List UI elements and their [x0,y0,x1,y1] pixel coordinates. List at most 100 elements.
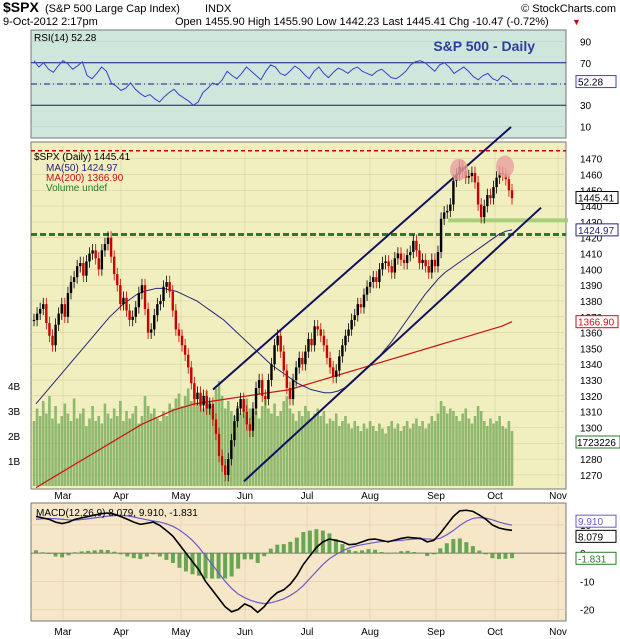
macd-histogram-bar [125,553,130,557]
price-bar-body [285,370,289,388]
macd-histogram-bar [164,553,169,560]
price-bar-body [85,261,88,276]
price-bar-body [236,408,239,422]
volume-bar [223,408,227,486]
price-bar-body [375,277,378,282]
volume-value-tag-text: 1723226 [577,438,616,449]
price-value-tag [575,223,619,237]
volume-bar [473,416,477,486]
volume-bar [119,401,122,486]
macd-histogram-bar [477,550,482,554]
volume-bar [69,421,73,486]
x-tick-label: Jun [237,627,253,638]
price-bar-body [51,335,54,346]
price-bar-body [405,255,409,264]
price-value-tag-text: 1366.90 [578,318,615,329]
price-bar-body [35,313,39,320]
volume-bar [415,418,418,486]
price-bar-body [57,313,60,325]
macd-histogram-bar [444,543,449,554]
volume-bar [159,421,162,486]
price-bar-body [103,244,107,251]
macd-value-tag-text: 8.079 [578,532,603,543]
price-tick-label: 1390 [580,281,603,292]
price-tick-label: 1360 [580,329,603,340]
volume-bar [384,433,387,486]
price-bar-body [294,367,298,381]
channel-lower-line [243,206,542,482]
price-bar-body [190,367,193,384]
price-tick-label: 1440 [580,202,603,213]
price-bar-body [479,204,483,218]
macd-histogram-bar [249,553,254,560]
price-tick-label: 1400 [580,265,603,276]
volume-value-tag [575,435,620,449]
macd-histogram-bar [131,553,136,559]
price-bar-body [467,176,471,178]
index-name: (S&P 500 Large Cap Index) [45,3,180,15]
volume-bar [257,418,261,486]
macd-signal-line [35,514,513,605]
macd-histogram-bar [183,553,188,572]
price-bar-body [328,357,332,368]
price-bar-body [390,266,393,273]
volume-bar [288,408,292,486]
price-tick-label: 1320 [580,392,603,403]
x-tick-label: Sep [427,627,445,638]
macd-histogram-bar [425,553,430,556]
volume-bar [331,421,335,486]
rsi-legend: RSI(14) 52.28 [34,33,97,44]
volume-bar [300,416,304,486]
volume-bar [418,426,421,486]
volume-bar [412,423,415,486]
volume-bar [109,418,113,486]
volume-bar [486,426,489,486]
price-bar-body [483,206,486,218]
rsi-line [33,60,513,106]
volume-bar [75,418,79,486]
macd-histogram-bar [34,550,38,554]
price-tick-label: 1330 [580,376,603,387]
volume-bar [442,406,446,486]
price-bar-body [100,250,104,270]
volume-bar [439,401,443,486]
macd-histogram-bar [73,552,78,554]
volume-bar [390,421,394,486]
macd-histogram-bar [503,553,508,559]
price-bar-body [507,179,511,191]
macd-histogram-bar [86,550,91,554]
price-bar-body [125,297,128,311]
macd-histogram-bar [392,552,397,554]
symbol: $SPX [3,0,39,15]
volume-bar [260,406,264,486]
price-bar-body [418,250,421,264]
volume-bar [322,411,326,486]
volume-bar [97,416,101,486]
volume-bar [461,413,464,486]
price-tick-label: 1350 [580,344,603,355]
price-bar-body [140,285,144,294]
price-bar-body [143,285,147,309]
price-bar-body [69,282,73,294]
price-bar-body [325,345,329,358]
volume-bar [492,423,495,486]
volume-bar [88,418,91,486]
volume-bar [106,413,110,486]
volume-bar [452,411,455,486]
macd-tick-label: -10 [580,577,595,588]
price-bar-body [322,335,326,346]
price-bar-body [153,315,156,330]
price-bar-body [165,282,168,287]
price-tick-label: 1270 [580,471,603,482]
price-bar-body [32,319,36,321]
volume-bar [430,416,434,486]
price-bar-body [396,253,400,259]
volume-tick-label: 1B [8,457,21,468]
macd-histogram-bar [314,529,319,554]
volume-bar [482,421,486,486]
price-bar-body [217,433,221,456]
macd-histogram-bar [301,531,306,554]
price-bar-body [156,304,159,316]
price-bar-body [387,261,390,267]
volume-bar [125,411,128,486]
